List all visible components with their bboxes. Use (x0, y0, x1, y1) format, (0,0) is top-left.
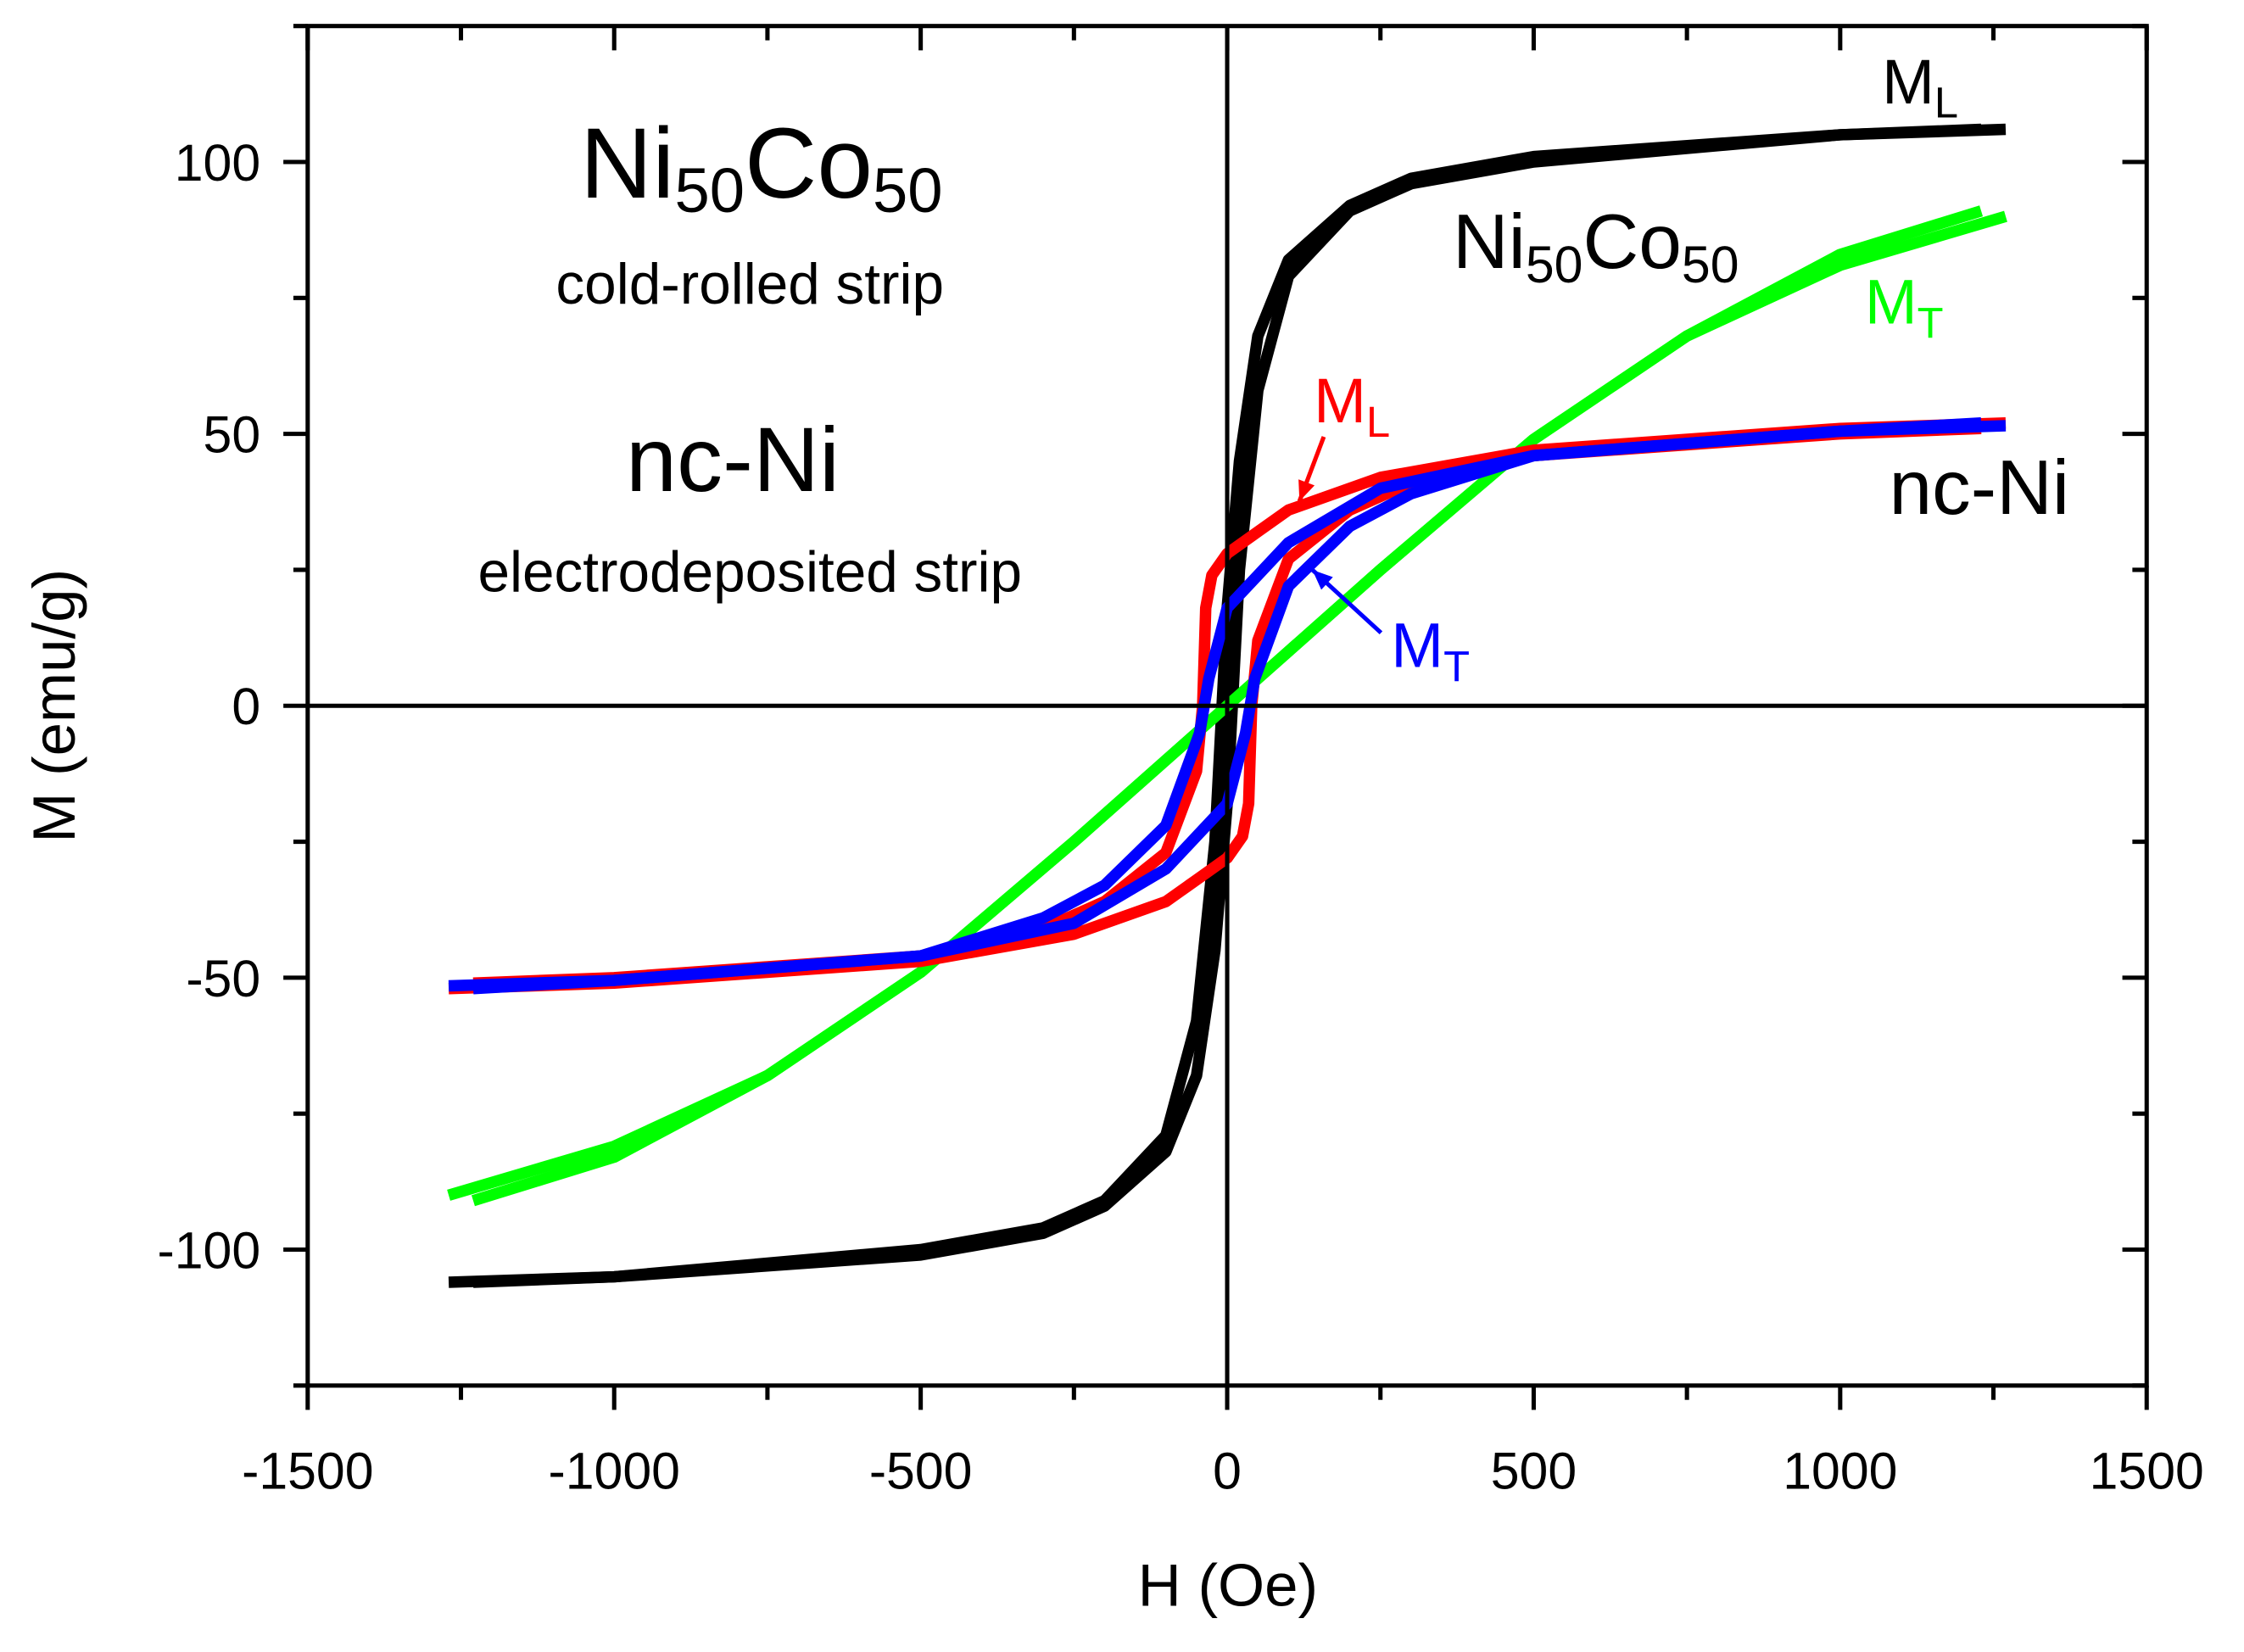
annotation-black-ml-sub: L (1934, 79, 1958, 127)
series-nc-ni-m-t-ascending (448, 417, 1982, 992)
annotation-ni-desc: cold-rolled strip (555, 253, 944, 316)
annotation-nc-desc: electrodeposited strip (477, 540, 1022, 604)
annotation-blue-mt-sub: T (1443, 643, 1470, 691)
annotation-nc-title-main: nc-Ni (626, 408, 840, 511)
annotation-blue-mt-main: M (1391, 611, 1443, 681)
annotation-curve-nico-sub: 50 (1526, 236, 1583, 293)
x-tick-label: 1500 (2090, 1442, 2204, 1499)
y-tick-label: 0 (232, 678, 260, 735)
annotation-curve-ncni: nc-Ni (1890, 445, 2070, 531)
annotation-green-mt-sub: T (1917, 299, 1944, 348)
annotation-ni-title-main: Ni (580, 108, 675, 220)
annotation-curve-nico-main2: Co (1583, 199, 1681, 285)
y-tick-label: 50 (204, 406, 261, 464)
annotation-green-mt: MT (1865, 267, 1944, 348)
annotation-curve-ncni-main: nc-Ni (1890, 445, 2070, 531)
x-axis-title: H (Oe) (1138, 1553, 1319, 1620)
x-tick-label: -500 (869, 1442, 973, 1499)
x-tick-label: 1000 (1783, 1442, 1897, 1499)
y-tick-label: -100 (158, 1221, 261, 1279)
annotation-curve-nico: Ni50Co50 (1453, 199, 1739, 293)
series-ni50co50-m-t-ascending (447, 205, 1984, 1201)
x-tick-label: -1000 (549, 1442, 680, 1499)
annotation-curve-nico-main: Ni (1453, 199, 1526, 285)
axes-layer: -1500 -1000 -500 0 500 1000 1500-100-50050100H… (21, 24, 2204, 1620)
annotation-red-ml-main: M (1314, 366, 1366, 436)
annotation-black-ml: ML (1882, 47, 1958, 127)
annotation-ni-desc-main: cold-rolled strip (555, 253, 944, 316)
annotation-red-ml-sub: L (1366, 398, 1390, 446)
x-tick-label: 0 (1213, 1442, 1242, 1499)
annotation-ni-title-sub2: 50 (873, 155, 943, 226)
annotation-blue-mt: MT (1391, 611, 1470, 691)
annotation-red-ml: ML (1314, 366, 1390, 446)
x-tick-label: -1500 (242, 1442, 373, 1499)
y-tick-label: -50 (186, 950, 260, 1007)
annotation-ni-title-sub: 50 (674, 155, 745, 226)
annotation-nc-title: nc-Ni (626, 408, 840, 511)
annotation-curve-nico-sub2: 50 (1682, 236, 1739, 293)
y-tick-label: 100 (175, 134, 260, 192)
x-tick-label: 500 (1491, 1442, 1577, 1499)
annotation-black-ml-main: M (1882, 47, 1934, 117)
annotation-ni-title-main2: Co (745, 108, 873, 220)
annotation-nc-desc-main: electrodeposited strip (477, 540, 1022, 604)
red-ml-arrow-head (1298, 479, 1315, 501)
y-axis-title: M (emu/g) (21, 569, 88, 843)
series-ni50co50-m-t-descending (471, 210, 2007, 1207)
annotation-green-mt-main: M (1865, 267, 1917, 338)
blue-mt-arrow-head (1312, 569, 1333, 590)
annotation-ni-title: Ni50Co50 (580, 108, 943, 226)
